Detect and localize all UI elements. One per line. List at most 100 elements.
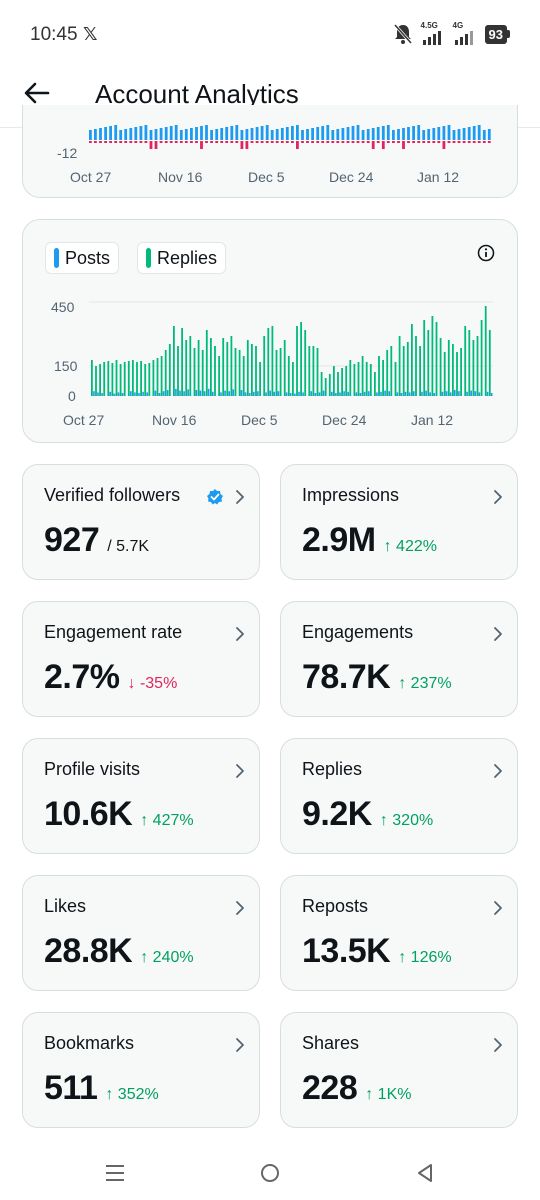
stat-label: Verified followers [44,485,181,505]
chart-bar-negative [457,141,461,143]
chart-bar [462,128,466,140]
posts-bar [347,391,349,396]
arrow-left-icon[interactable] [22,78,52,108]
impressions-chart-card: -12 Oct 27 Nov 16 Dec 5 Dec 24 Jan 12 [22,105,518,198]
y-axis-label: -12 [57,145,77,161]
chart-bar [190,128,193,140]
replies-bar [279,348,282,396]
stat-card[interactable]: Shares 228 ↑ 1K% [280,1012,518,1128]
chart-bar [220,128,224,140]
replies-bar [304,330,307,396]
chart-bar [104,127,107,140]
replies-bar [312,346,315,396]
chart-bar [381,126,385,140]
chart-bar-negative [149,141,153,149]
chart-bar [477,125,481,140]
posts-bar [335,393,337,396]
replies-bar [210,338,212,396]
posts-bar [396,392,399,396]
replies-bar [394,362,397,396]
x-tick-label: Dec 5 [241,412,278,428]
chart-bar-negative [124,141,128,143]
stat-card[interactable]: Engagement rate 2.7% ↓ -35% [22,601,260,717]
posts-bar [101,393,103,396]
stat-value-row: 13.5K ↑ 126% [302,932,452,971]
stat-change: ↑ 237% [398,675,452,692]
stat-card[interactable]: Bookmarks 511 ↑ 352% [22,1012,260,1128]
replies-bar [398,336,401,396]
status-indicators: 4.5G 4G 93 [393,21,510,45]
stat-value-row: 10.6K ↑ 427% [44,795,194,834]
chart-bar-negative [260,141,264,143]
posts-bar [478,392,481,396]
legend-replies[interactable]: Replies [137,242,227,274]
posts-bar [388,391,390,396]
stat-card[interactable]: Reposts 13.5K ↑ 126% [280,875,518,991]
back-triangle-icon[interactable] [412,1161,438,1185]
chart-bar-negative [230,141,234,143]
stat-card[interactable]: Impressions 2.9M ↑ 422% [280,464,518,580]
legend-posts[interactable]: Posts [45,242,120,274]
stat-value-row: 2.9M ↑ 422% [302,521,437,560]
chart-bar-negative [235,141,239,143]
chart-bar-negative [316,141,320,143]
home-circle-icon[interactable] [257,1161,283,1185]
stat-card[interactable]: Engagements 78.7K ↑ 237% [280,601,518,717]
posts-bar [474,391,477,396]
chart-bar-negative [89,141,92,143]
stat-card[interactable]: Profile visits 10.6K ↑ 427% [22,738,260,854]
posts-bar [199,390,202,396]
chart-bar [94,129,97,140]
posts-bar [339,392,341,396]
chart-bar [306,129,309,140]
page-title: Account Analytics [95,79,299,109]
chart-bar [235,125,239,140]
chart-bar-negative [154,141,158,149]
x-axis-label: Dec 5 [248,169,285,185]
chart-bar [412,126,415,140]
posts-bar [158,393,161,396]
stat-card[interactable]: Verified followers 927 / 5.7K [22,464,260,580]
replies-bar [390,346,393,396]
stat-card[interactable]: Likes 28.8K ↑ 240% [22,875,260,991]
chart-bar-negative [487,141,491,143]
info-icon[interactable] [477,244,495,262]
posts-bar [228,391,230,396]
chart-bar [422,130,426,140]
stat-change: ↑ 320% [379,812,434,829]
posts-bar [433,393,436,396]
posts-bar [408,392,411,396]
replies-bar [91,360,93,396]
chart-bar-negative [265,141,269,143]
stat-value-row: 228 ↑ 1K% [302,1069,411,1108]
posts-bar [449,392,452,396]
replies-bar [328,374,331,396]
chart-bar [296,125,299,140]
stat-card[interactable]: Replies 9.2K ↑ 320% [280,738,518,854]
chart-bar-negative [341,141,345,143]
chart-bar [144,125,148,140]
menu-icon[interactable] [102,1161,128,1185]
chart-bar-negative [422,141,426,143]
verified-badge-icon [207,489,223,505]
chart-bar [432,128,436,140]
stat-label: Profile visits [44,759,141,779]
posts-bar [195,390,198,396]
posts-bar [97,392,99,396]
stat-value: 2.9M [302,521,376,559]
replies-bar [480,320,483,396]
posts-bar [404,391,407,396]
chart-bar [134,127,138,140]
replies-bar [337,372,339,396]
chevron-right-icon [494,490,502,504]
chart-bar-negative [477,141,481,143]
chart-bar-negative [402,141,405,149]
replies-bar [427,330,430,396]
battery-icon: 93 [484,24,510,44]
posts-replies-chart-card: Posts Replies 450 150 0 Oct 27 Nov 16 De… [22,219,518,443]
chart-bar [291,126,294,140]
chart-bar [225,127,229,140]
posts-bar [318,392,321,396]
chevron-right-icon [236,627,244,641]
replies-bar [185,340,188,396]
